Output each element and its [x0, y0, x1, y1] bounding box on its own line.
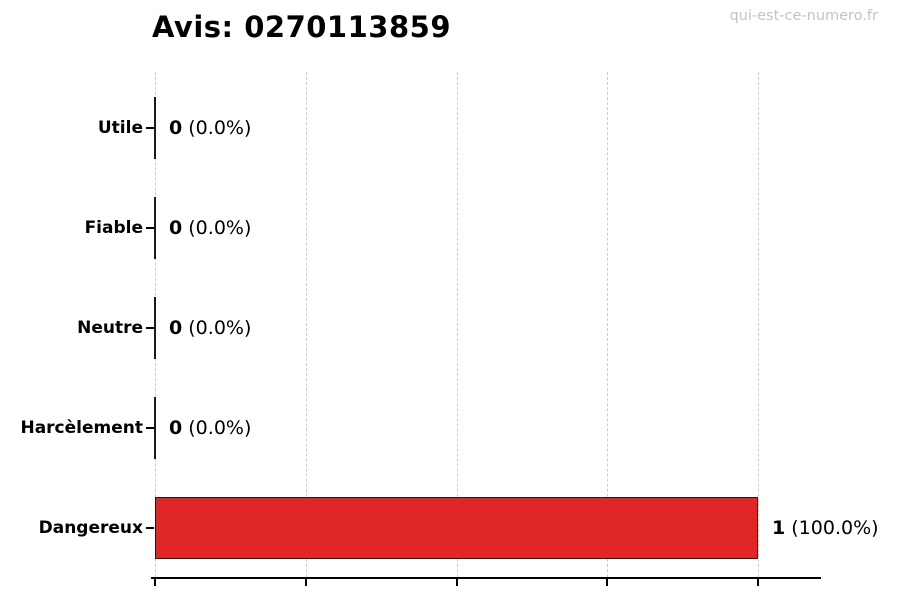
gridline — [607, 72, 609, 577]
y-axis-tick — [146, 426, 154, 429]
x-axis-tick — [455, 579, 458, 586]
value-label-1: 0 (0.0%) — [169, 115, 251, 141]
bar-4 — [154, 396, 156, 459]
value-count: 0 — [169, 416, 183, 439]
value-count: 0 — [169, 116, 183, 139]
bar-5 — [155, 496, 758, 559]
category-label-4: Harcèlement — [20, 417, 143, 438]
x-axis-tick — [154, 579, 156, 586]
x-axis-tick — [304, 579, 307, 586]
value-label-2: 0 (0.0%) — [169, 215, 251, 241]
bar-3 — [154, 296, 156, 359]
value-count: 1 — [772, 516, 786, 539]
value-percentage: (0.0%) — [182, 216, 252, 239]
value-percentage: (0.0%) — [182, 416, 252, 439]
category-label-5: Dangereux — [38, 517, 143, 538]
x-axis-line — [151, 577, 821, 579]
y-axis-tick — [146, 526, 154, 529]
category-label-2: Fiable — [84, 217, 143, 238]
value-percentage: (100.0%) — [785, 516, 879, 539]
value-label-5: 1 (100.0%) — [772, 515, 879, 541]
value-label-4: 0 (0.0%) — [169, 415, 251, 441]
gridline — [758, 72, 759, 577]
bar-2 — [154, 196, 156, 259]
y-axis-tick — [146, 326, 154, 329]
value-percentage: (0.0%) — [182, 116, 252, 139]
value-percentage: (0.0%) — [182, 316, 252, 339]
value-label-3: 0 (0.0%) — [169, 315, 251, 341]
chart-title: Avis: 0270113859 — [152, 10, 451, 44]
x-axis-tick — [757, 579, 759, 586]
bar-1 — [154, 96, 156, 159]
watermark-text: qui-est-ce-numero.fr — [729, 8, 878, 24]
category-label-1: Utile — [97, 117, 143, 138]
y-axis-tick — [146, 126, 154, 129]
value-count: 0 — [169, 216, 183, 239]
gridline — [456, 72, 458, 577]
category-label-3: Neutre — [77, 317, 143, 338]
y-axis-tick — [146, 226, 154, 229]
gridline — [305, 72, 307, 577]
value-count: 0 — [169, 316, 183, 339]
x-axis-tick — [606, 579, 609, 586]
